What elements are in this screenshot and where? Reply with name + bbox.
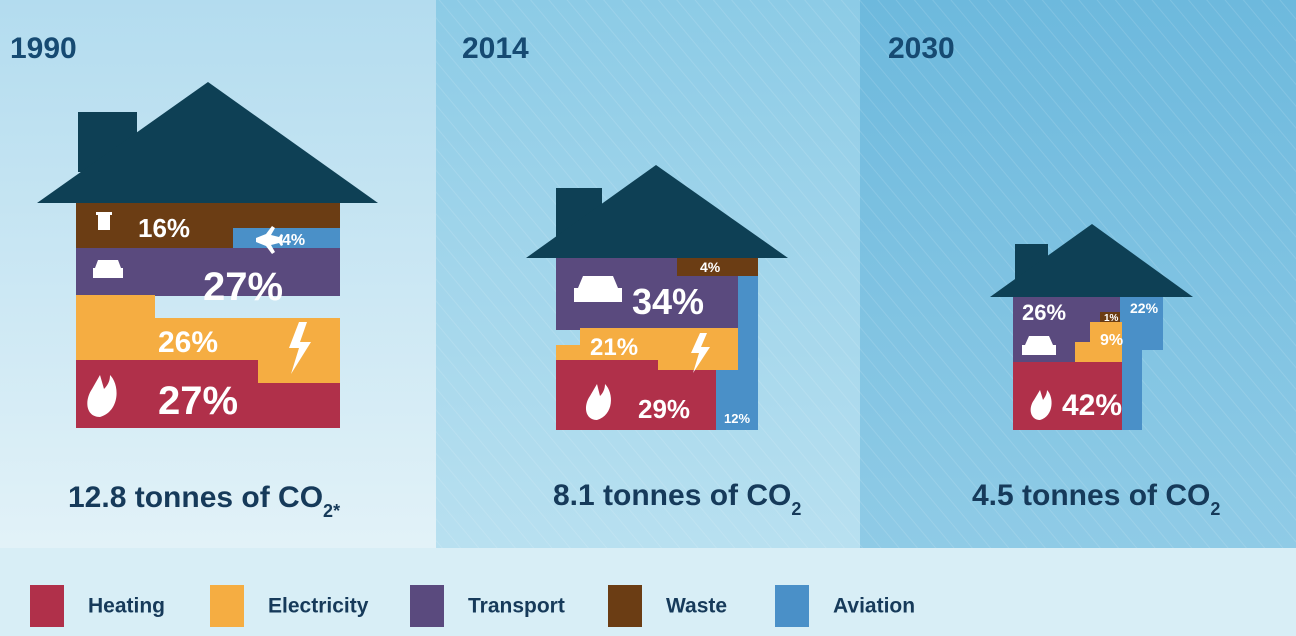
legend-swatch: [210, 585, 244, 627]
legend-label: Heating: [88, 595, 165, 618]
aviation-label: 22%: [1130, 300, 1159, 316]
legend-label: Waste: [666, 595, 727, 618]
waste-label: 16%: [138, 213, 190, 243]
heating-label: 27%: [158, 379, 238, 423]
legend-label: Transport: [468, 595, 565, 618]
electricity-label: 26%: [158, 326, 218, 359]
total-sub: 2: [791, 499, 801, 519]
legend-label: Aviation: [833, 595, 915, 618]
legend-swatch: [410, 585, 444, 627]
year: 2014: [462, 32, 529, 65]
heating-label: 29%: [638, 394, 690, 424]
waste-label: 4%: [700, 259, 721, 275]
total-note: *: [333, 501, 340, 521]
total-text: 4.5 tonnes of CO: [972, 479, 1210, 512]
transport-label: 26%: [1022, 300, 1066, 325]
total-text: 12.8 tonnes of CO: [68, 481, 323, 514]
electricity-label: 21%: [590, 334, 638, 361]
total-sub: 2: [323, 501, 333, 521]
legend-label: Electricity: [268, 595, 369, 618]
waste-label: 1%: [1104, 313, 1119, 324]
heating-label: 42%: [1062, 389, 1122, 422]
aviation-label: 4%: [282, 232, 305, 249]
legend-bg: [0, 548, 1296, 636]
legend-swatch: [775, 585, 809, 627]
legend-swatch: [608, 585, 642, 627]
electricity-label: 9%: [1100, 332, 1123, 349]
year: 1990: [10, 32, 77, 65]
total-text: 8.1 tonnes of CO: [553, 479, 791, 512]
transport-label: 27%: [203, 265, 283, 309]
infographic: 1990 16% 4% 27% 26% 27% 12.8 tonnes of C…: [0, 0, 1296, 636]
transport-label: 34%: [632, 281, 704, 322]
legend-swatch: [30, 585, 64, 627]
year: 2030: [888, 32, 955, 65]
aviation-label: 12%: [724, 411, 750, 426]
total-sub: 2: [1210, 499, 1220, 519]
